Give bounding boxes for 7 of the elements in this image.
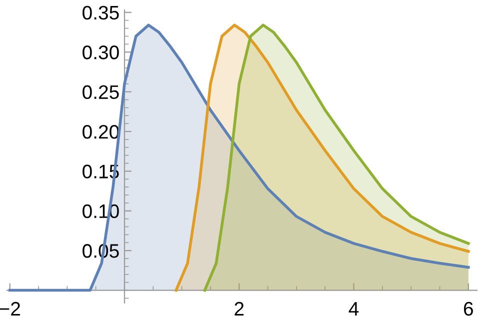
y-tick-label: 0.35 bbox=[82, 6, 119, 20]
x-tick-label: 6 bbox=[464, 302, 473, 316]
x-tick-label: −2 bbox=[0, 302, 20, 316]
y-tick-label: 0.30 bbox=[82, 46, 119, 60]
x-tick-label: 4 bbox=[348, 302, 359, 316]
x-tick-label: 2 bbox=[234, 302, 244, 316]
y-tick-label: 0.25 bbox=[82, 85, 119, 100]
